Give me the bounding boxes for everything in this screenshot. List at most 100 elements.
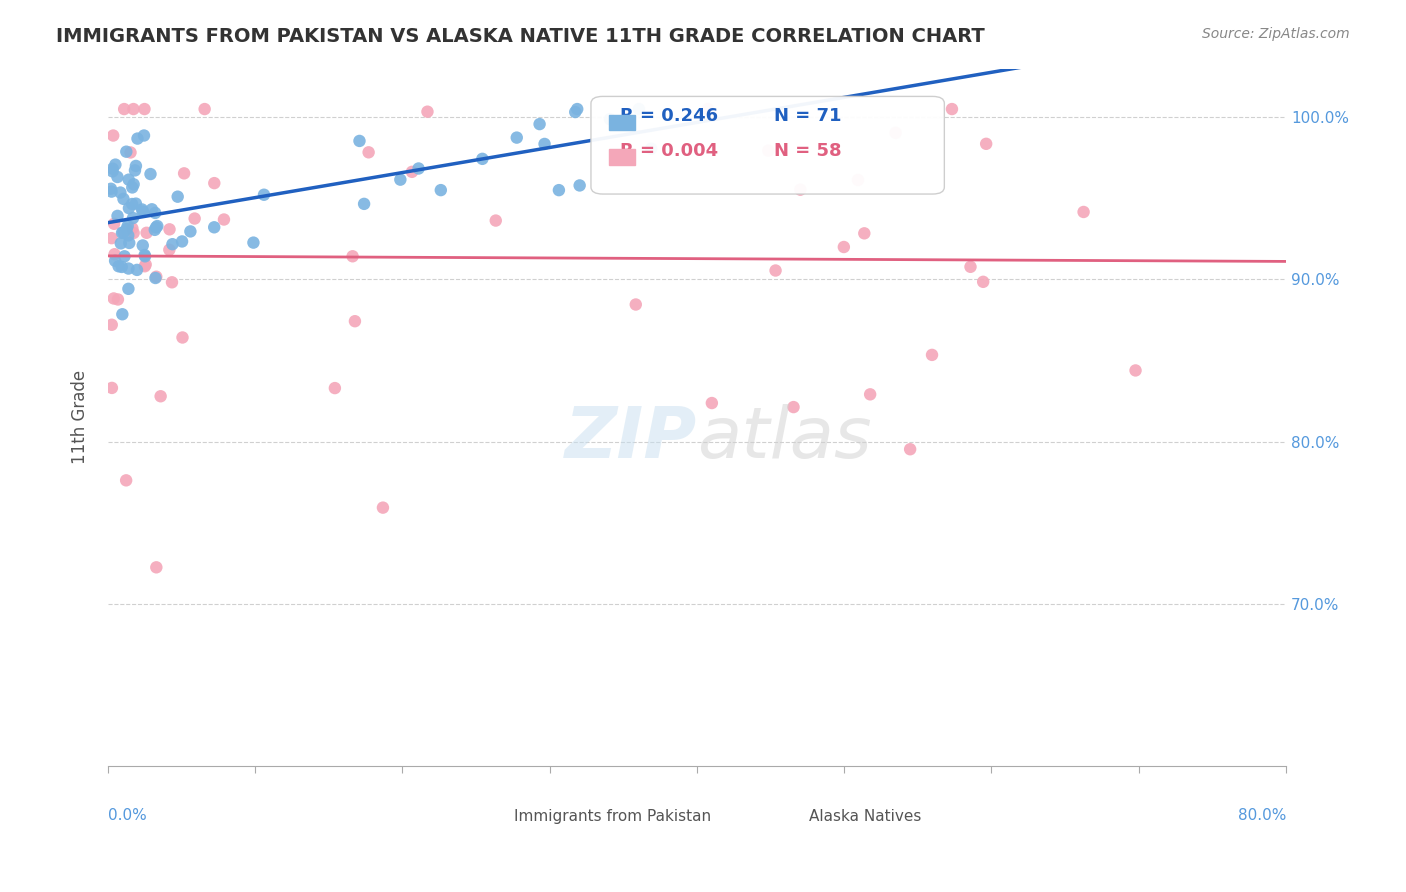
Point — [408, 161, 430, 176]
Text: IMMIGRANTS FROM PAKISTAN VS ALASKA NATIVE 11TH GRADE CORRELATION CHART: IMMIGRANTS FROM PAKISTAN VS ALASKA NATIV… — [56, 27, 986, 45]
Point — [389, 172, 412, 186]
Point — [103, 292, 125, 306]
Point — [974, 136, 997, 151]
Point — [103, 217, 125, 231]
Point — [166, 189, 188, 203]
Text: R = 0.004: R = 0.004 — [620, 142, 718, 160]
Point — [134, 249, 156, 263]
Text: 80.0%: 80.0% — [1237, 807, 1286, 822]
Point — [117, 261, 139, 276]
Point — [111, 307, 134, 321]
Point — [117, 228, 139, 243]
FancyBboxPatch shape — [609, 114, 634, 130]
Point — [135, 226, 157, 240]
Point — [117, 219, 139, 233]
Text: Immigrants from Pakistan: Immigrants from Pakistan — [515, 809, 711, 824]
Point — [157, 243, 180, 257]
Point — [884, 126, 907, 140]
Point — [134, 102, 156, 116]
Point — [173, 166, 195, 180]
Point — [118, 201, 141, 215]
Point — [131, 202, 153, 217]
Point — [125, 196, 148, 211]
Point — [122, 102, 145, 116]
Point — [506, 130, 529, 145]
Point — [202, 176, 225, 190]
Y-axis label: 11th Grade: 11th Grade — [72, 370, 89, 464]
Point — [1073, 205, 1095, 219]
Point — [117, 282, 139, 296]
Point — [100, 185, 122, 199]
Point — [103, 247, 125, 261]
Point — [112, 192, 135, 206]
Point — [115, 145, 138, 159]
Point — [118, 172, 141, 186]
Point — [371, 500, 394, 515]
Point — [242, 235, 264, 250]
Point — [124, 163, 146, 178]
Point — [146, 219, 169, 233]
Point — [139, 167, 162, 181]
Point — [104, 158, 127, 172]
Point — [145, 560, 167, 574]
Point — [564, 105, 586, 120]
Point — [122, 178, 145, 192]
Point — [145, 269, 167, 284]
FancyBboxPatch shape — [779, 810, 806, 825]
Text: Source: ZipAtlas.com: Source: ZipAtlas.com — [1202, 27, 1350, 41]
Point — [401, 165, 423, 179]
FancyBboxPatch shape — [609, 149, 634, 165]
Point — [143, 223, 166, 237]
Point — [101, 381, 124, 395]
Point — [756, 144, 779, 158]
Point — [172, 330, 194, 344]
Point — [599, 112, 621, 127]
Point — [357, 145, 380, 160]
Point — [100, 231, 122, 245]
Point — [349, 134, 371, 148]
Point — [567, 102, 589, 116]
Point — [898, 442, 921, 457]
Point — [640, 142, 662, 156]
Point — [100, 318, 122, 332]
Point — [122, 211, 145, 225]
Point — [700, 396, 723, 410]
Text: Alaska Natives: Alaska Natives — [808, 809, 921, 824]
Point — [529, 117, 551, 131]
Point — [342, 249, 364, 263]
Point — [141, 202, 163, 217]
Point — [202, 220, 225, 235]
Point — [125, 263, 148, 277]
Point — [110, 236, 132, 251]
Point — [162, 237, 184, 252]
Point — [122, 226, 145, 240]
Point — [353, 197, 375, 211]
Point — [118, 235, 141, 250]
Point — [121, 197, 143, 211]
Point — [170, 235, 193, 249]
Point — [253, 187, 276, 202]
Point — [323, 381, 346, 395]
Point — [568, 178, 591, 193]
Point — [1125, 363, 1147, 377]
Point — [111, 226, 134, 240]
Point — [696, 102, 718, 116]
Point — [846, 173, 869, 187]
Point — [471, 152, 494, 166]
Point — [107, 260, 129, 274]
Point — [416, 104, 439, 119]
Point — [485, 213, 508, 227]
Point — [343, 314, 366, 328]
Point — [941, 102, 963, 116]
Text: ZIP: ZIP — [565, 403, 697, 473]
Point — [145, 220, 167, 235]
Point — [627, 102, 650, 116]
Point — [125, 159, 148, 173]
Point — [114, 249, 136, 263]
Point — [100, 182, 122, 196]
Point — [112, 226, 135, 240]
Point — [765, 263, 787, 277]
FancyBboxPatch shape — [591, 96, 945, 194]
Point — [112, 102, 135, 116]
Point — [194, 102, 217, 116]
